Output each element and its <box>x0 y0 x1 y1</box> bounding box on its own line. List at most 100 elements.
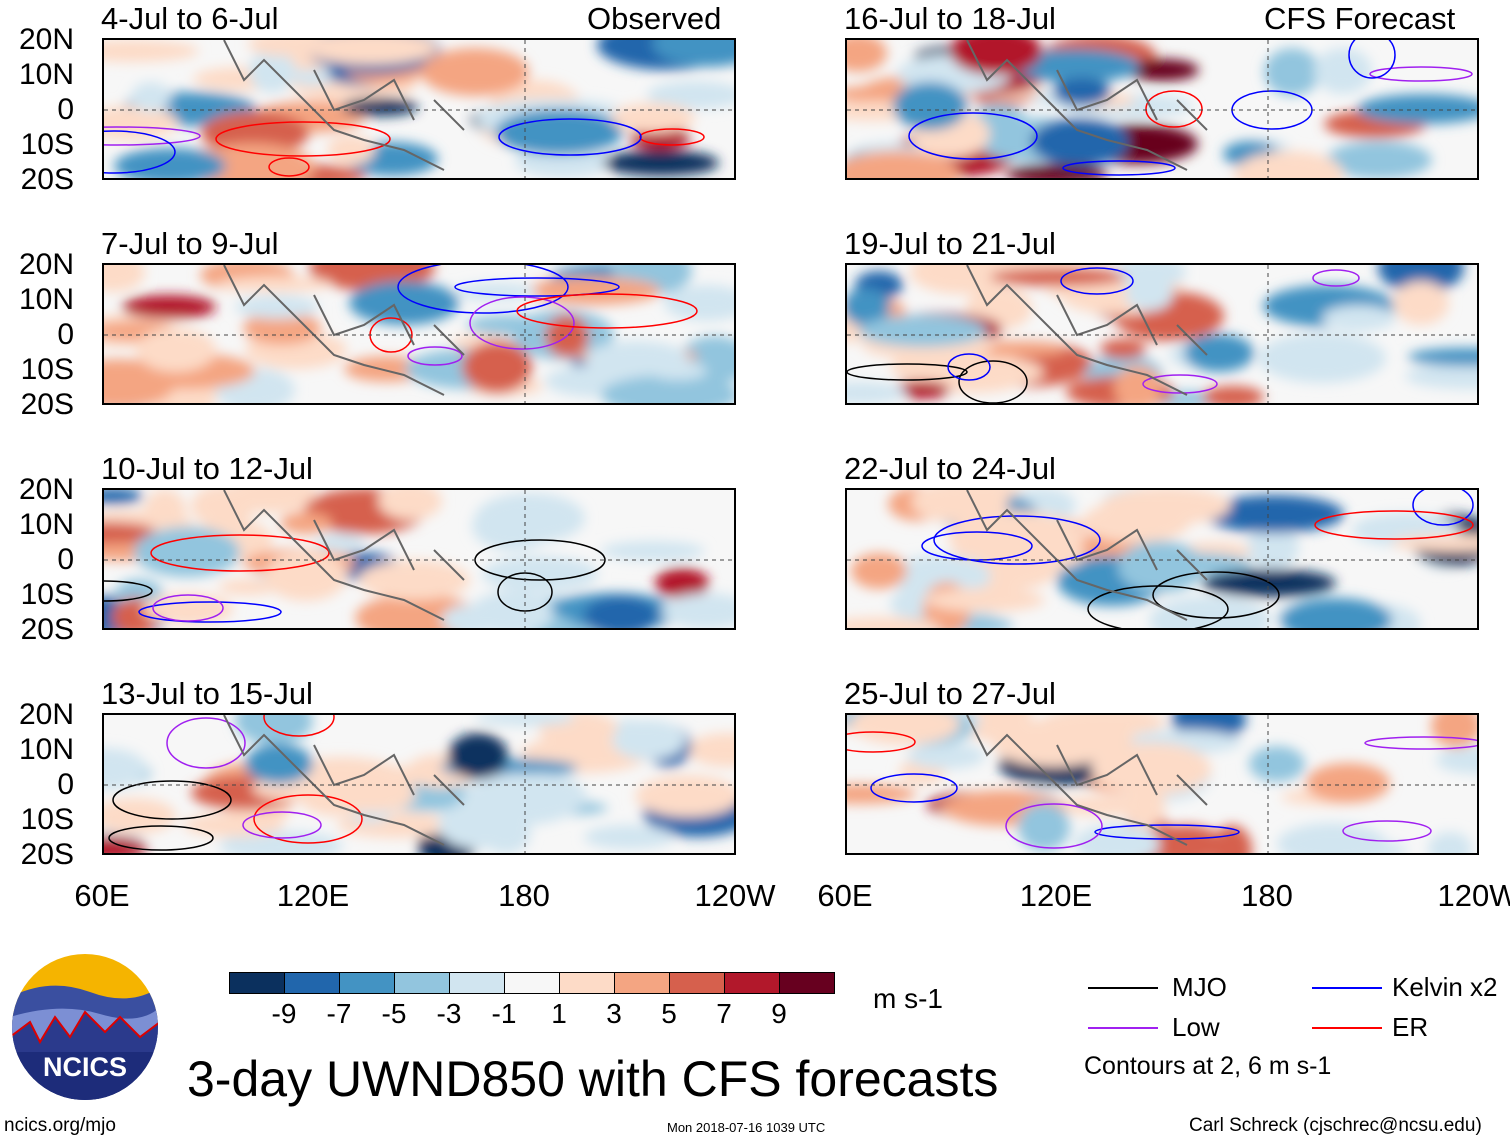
lat-label: 0 <box>57 543 74 576</box>
anomaly-blob <box>1100 339 1146 359</box>
anomaly-blob <box>421 48 529 96</box>
colorbar-swatch <box>284 972 340 994</box>
anomaly-blob <box>1428 832 1472 853</box>
anomaly-blob <box>647 81 734 109</box>
contour-line <box>1060 267 1134 295</box>
anomaly-blob <box>1314 48 1372 94</box>
anomaly-blob <box>1234 151 1344 178</box>
anomaly-blob <box>475 715 575 726</box>
lon-label: 180 <box>498 878 550 913</box>
footer-url[interactable]: ncics.org/mjo <box>4 1115 116 1136</box>
anomaly-blob <box>1247 524 1299 570</box>
lat-label: 10N <box>18 283 74 316</box>
coastline <box>223 490 465 621</box>
anomaly-blob <box>218 579 278 595</box>
colorbar-label: 5 <box>661 998 677 1029</box>
legend-mjo-line <box>1088 987 1158 989</box>
lat-label: 10N <box>18 58 74 91</box>
contour-line <box>516 293 698 329</box>
anomaly-blob <box>1212 825 1252 853</box>
coastline <box>223 40 465 171</box>
contour-line <box>1412 490 1474 526</box>
anomaly-blob <box>851 553 907 589</box>
anomaly-blob <box>1306 763 1390 803</box>
anomaly-blob <box>217 276 333 292</box>
anomaly-blob <box>143 593 233 625</box>
ncics-logo: NCICS <box>12 954 158 1100</box>
contour-line <box>104 130 176 174</box>
contour-line <box>138 601 282 623</box>
contour-line <box>104 580 153 602</box>
contour-line <box>498 118 642 156</box>
map-panel-forecast-4 <box>845 713 1479 855</box>
wind-anomaly-field <box>104 265 734 403</box>
coastline <box>223 715 465 846</box>
lat-label: 20S <box>20 163 74 196</box>
anomaly-blob <box>1202 386 1264 403</box>
anomaly-blob <box>219 831 343 853</box>
anomaly-blob <box>183 813 283 837</box>
anomaly-blob <box>603 150 719 176</box>
colorbar-label: 9 <box>771 998 787 1029</box>
contour-line <box>1145 90 1203 128</box>
anomaly-blob <box>134 527 240 577</box>
wind-anomaly-field <box>104 40 734 178</box>
map-panel-observed-4 <box>102 713 736 855</box>
lat-label: 0 <box>57 768 74 801</box>
contour-line <box>847 731 916 753</box>
forecast-label: CFS Forecast <box>1264 1 1456 36</box>
colorbar-swatch <box>504 972 560 994</box>
anomaly-blob <box>1149 596 1271 628</box>
contour-line <box>933 515 1101 565</box>
colorbar-label: 3 <box>606 998 622 1029</box>
anomaly-blob <box>1053 78 1111 106</box>
anomaly-blob <box>104 359 175 403</box>
contour-line <box>1348 40 1396 79</box>
colorbar-swatch <box>559 972 615 994</box>
legend-low-line <box>1088 1027 1158 1029</box>
anomaly-blob <box>1280 598 1392 628</box>
contour-line <box>253 794 363 844</box>
anomaly-blob <box>441 605 497 628</box>
lat-label: 10N <box>18 733 74 766</box>
anomaly-blob <box>482 556 598 592</box>
anomaly-blob <box>1018 803 1070 851</box>
map-panel-forecast-1 <box>845 38 1479 180</box>
anomaly-blob <box>472 501 554 551</box>
coastline <box>966 265 1208 396</box>
anomaly-blob <box>1436 746 1477 774</box>
anomaly-blob <box>1286 840 1408 853</box>
legend-mjo-label: MJO <box>1172 972 1227 1002</box>
legend-low-label: Low <box>1172 1012 1220 1042</box>
anomaly-blob <box>1125 277 1173 311</box>
contour-line <box>268 157 310 177</box>
map-panel-observed-2 <box>102 263 736 405</box>
anomaly-blob <box>327 135 375 165</box>
contour-line <box>908 112 1038 160</box>
coastline <box>966 40 1208 171</box>
lat-label: 10S <box>20 578 74 611</box>
anomaly-blob <box>248 40 318 56</box>
anomaly-blob <box>144 490 186 533</box>
anomaly-blob <box>462 341 532 393</box>
lon-label: 120E <box>1019 878 1093 913</box>
contour-line <box>1312 269 1360 287</box>
anomaly-blob <box>859 315 987 347</box>
lat-label: 20S <box>20 388 74 421</box>
contour-line <box>947 353 991 381</box>
anomaly-blob <box>1125 59 1199 81</box>
contour-line <box>469 296 575 350</box>
contour-line <box>104 126 201 146</box>
contour-line <box>454 277 620 297</box>
lat-label: 0 <box>57 93 74 126</box>
figure-title: 3-day UWND850 with CFS forecasts <box>187 1051 999 1107</box>
anomaly-blob <box>655 568 709 598</box>
colorbar-swatch <box>449 972 505 994</box>
anomaly-blob <box>889 555 991 597</box>
lat-label: 10S <box>20 803 74 836</box>
anomaly-blob <box>235 295 319 319</box>
anomaly-blob <box>358 560 470 600</box>
anomaly-blob <box>925 588 1045 612</box>
lon-label: 120E <box>276 878 350 913</box>
panel-title: 19-Jul to 21-Jul <box>844 226 1056 261</box>
